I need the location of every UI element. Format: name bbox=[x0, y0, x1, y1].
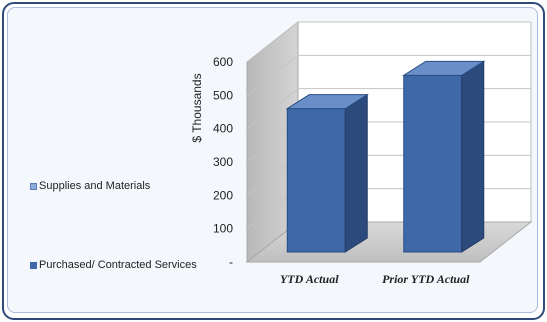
bar-front bbox=[403, 74, 463, 253]
legend-label-purchased: Purchased/ Contracted Services bbox=[39, 259, 197, 271]
y-axis-label: $ Thousands bbox=[190, 73, 204, 142]
y-tick-label: 600 bbox=[213, 55, 233, 69]
legend-swatch-supplies bbox=[30, 183, 37, 190]
bar-side bbox=[461, 60, 485, 253]
legend-label-supplies: Supplies and Materials bbox=[39, 180, 151, 192]
x-tick-label: Prior YTD Actual bbox=[382, 272, 470, 286]
legend-swatch-purchased bbox=[30, 262, 37, 269]
y-tick-label: 500 bbox=[213, 88, 233, 102]
bar-ytd-actual bbox=[285, 93, 369, 253]
bars bbox=[285, 60, 486, 253]
x-tick-label: YTD Actual bbox=[280, 272, 339, 286]
bar-top bbox=[285, 94, 369, 110]
bar-side bbox=[344, 93, 368, 253]
x-axis-ticks: YTD Actual Prior YTD Actual bbox=[280, 272, 470, 286]
y-tick-label: 300 bbox=[213, 155, 233, 169]
gridline bbox=[246, 54, 531, 96]
bar-prior-ytd-actual bbox=[402, 60, 486, 253]
y-axis-ticks: - 100 200 300 400 500 600 bbox=[213, 55, 233, 269]
y-tick-label: - bbox=[229, 255, 233, 269]
gridline bbox=[246, 21, 531, 63]
bar-front bbox=[286, 108, 346, 253]
y-tick-label: 400 bbox=[213, 122, 233, 136]
y-tick-label: 100 bbox=[213, 222, 233, 236]
y-tick-label: 200 bbox=[213, 188, 233, 202]
bar-top bbox=[402, 60, 486, 76]
